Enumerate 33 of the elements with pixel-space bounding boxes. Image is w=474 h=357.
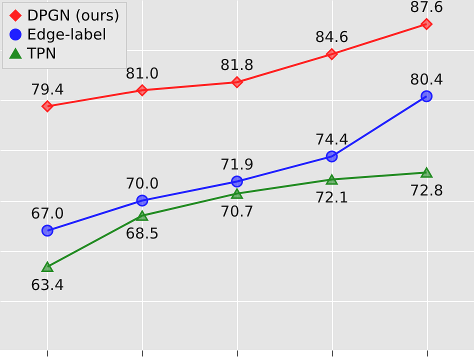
data-label: 81.0: [125, 64, 159, 82]
point: [326, 48, 338, 60]
point: [136, 84, 148, 96]
data-label: 68.5: [125, 224, 159, 243]
data-label: 81.8: [220, 56, 254, 74]
point: [231, 176, 243, 188]
point: [326, 174, 338, 185]
data-label: 80.4: [410, 70, 444, 88]
legend-label: Edge-label: [27, 26, 106, 44]
data-label: 71.9: [220, 156, 254, 174]
data-label: 84.6: [315, 28, 349, 46]
point: [41, 261, 54, 272]
point: [136, 210, 148, 221]
data-label: 74.4: [315, 130, 349, 148]
legend-label: TPN: [26, 44, 56, 62]
data-label: 72.1: [315, 188, 349, 207]
data-label: 63.4: [30, 276, 64, 294]
point: [231, 76, 243, 88]
data-label: 70.7: [220, 202, 254, 221]
point: [41, 224, 54, 237]
point: [136, 194, 148, 207]
legend-label: DPGN (ours): [27, 6, 120, 24]
point: [420, 90, 433, 102]
data-label: 70.0: [125, 174, 159, 193]
data-label: 79.4: [30, 80, 64, 98]
point: [231, 188, 243, 199]
point: [326, 150, 338, 162]
point: [41, 100, 54, 112]
point: [420, 18, 433, 30]
data-label: 67.0: [30, 204, 64, 223]
point: [420, 167, 433, 178]
data-label: 87.6: [410, 0, 444, 16]
data-label: 72.8: [410, 181, 444, 200]
